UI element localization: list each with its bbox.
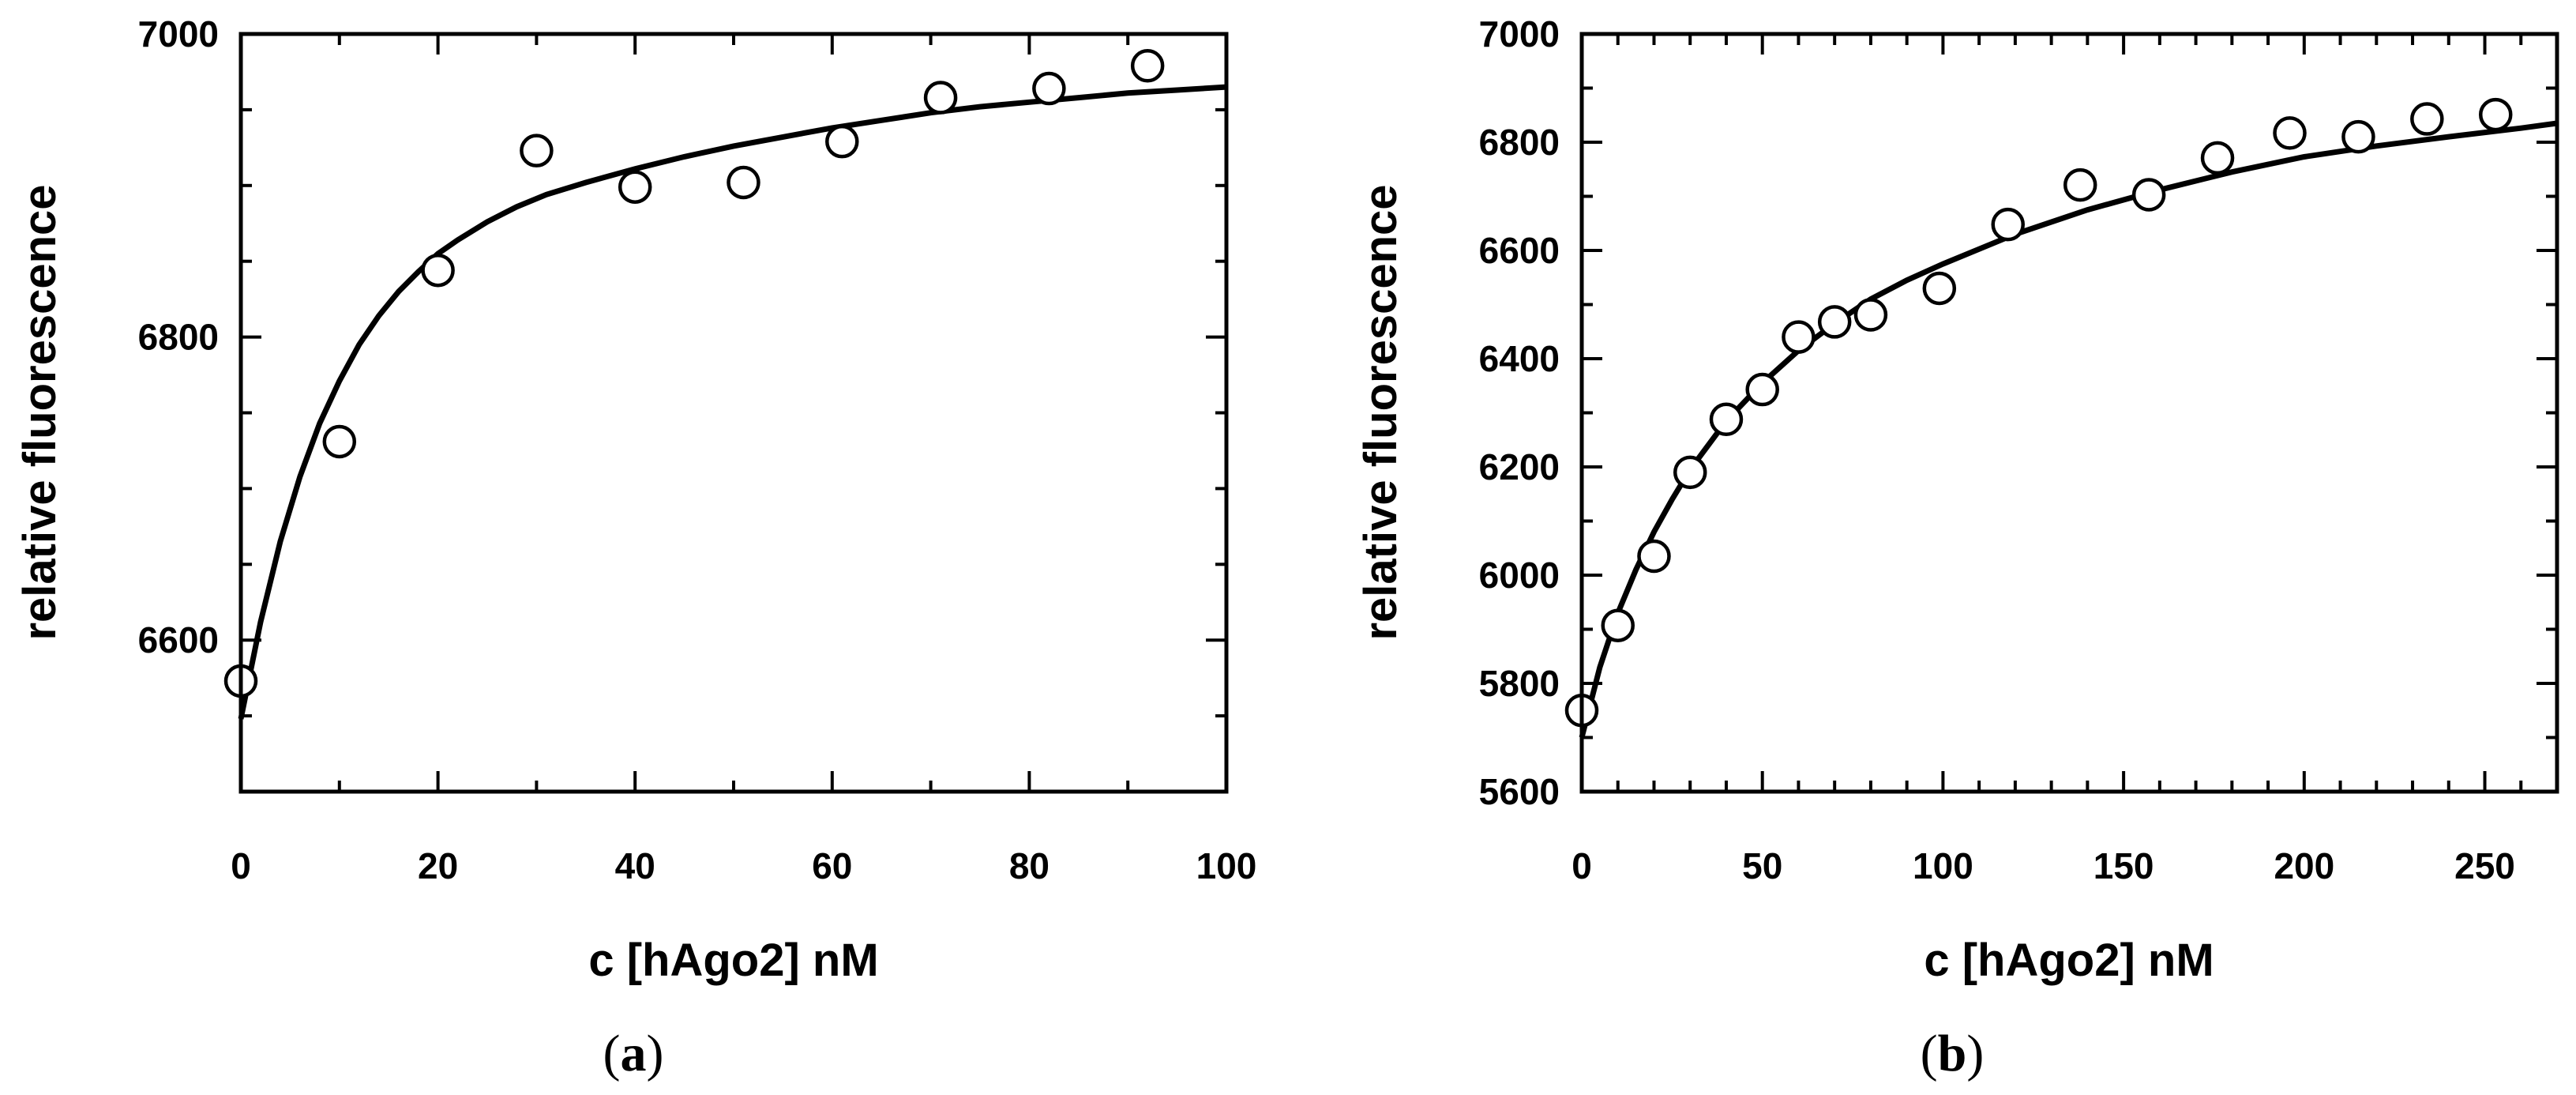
panel-b-data-point [2478, 97, 2513, 132]
panel-b-data-point [2410, 102, 2444, 136]
panel-b-y-tick-label: 5800 [1479, 663, 1560, 704]
panel-b-data-point [1673, 455, 1707, 490]
panel-a-data-point [322, 424, 357, 459]
panel-b-tick-labels: 0 50 100 150 200 250 5600 5800 6000 6200 6400 6600 6… [1479, 13, 2515, 886]
panel-b-x-tick-label: 250 [2454, 845, 2515, 886]
panel-a-data-point [727, 165, 760, 200]
panel-b-data-point [1745, 372, 1779, 407]
panel-b-data-point [1853, 298, 1888, 332]
panel-a-fit [238, 84, 1227, 720]
panel-b-caption-letter: b [1938, 1025, 1967, 1082]
panel-a-x-axis-label: c [hAgo2] nM [588, 935, 878, 986]
panel-b-data-point [1709, 402, 1744, 436]
panel-a-data-point [421, 253, 455, 288]
panel-a-y-tick-label: 6600 [138, 619, 219, 660]
panel-b-data-point [2273, 116, 2307, 150]
panel-b-caption: (b) [1921, 1025, 1985, 1082]
panel-a-x-tick-label: 0 [231, 845, 251, 886]
panel-a-y-tick-label: 7000 [138, 13, 219, 55]
panel-b-data-point [1922, 271, 1957, 306]
panel-a-frame [238, 32, 1229, 794]
panel-a: 0 20 40 60 80 100 6600 6800 7000 c [hAgo2] nM re… [14, 13, 1256, 1082]
panel-b-data-point [1601, 608, 1635, 642]
panel-b-x-tick-label: 200 [2274, 845, 2334, 886]
panel-a-data-point [1032, 71, 1066, 106]
panel-b-data-point [2063, 167, 2097, 202]
panel-a-data-point [923, 81, 958, 115]
panel-b-data-point [1637, 539, 1671, 574]
panel-a-caption: (a) [603, 1025, 664, 1082]
panel-a-data-point [1130, 49, 1165, 83]
panel-a-y-tick-label: 6800 [138, 317, 219, 358]
panel-b-data-point [2131, 178, 2166, 212]
panel-b-x-axis-label: c [hAgo2] nM [1924, 935, 2214, 986]
panel-b-x-tick-label: 150 [2093, 845, 2154, 886]
panel-b-x-tick-label: 50 [1742, 845, 1782, 886]
panel-a-y-axis-label: relative fluorescence [14, 184, 66, 640]
panel-b-y-tick-label: 5600 [1479, 771, 1560, 812]
panel-a-caption-letter: a [621, 1025, 647, 1082]
panel-a-data-point [825, 124, 859, 159]
panel-a-x-tick-label: 100 [1196, 845, 1257, 886]
panel-b-y-tick-label: 6200 [1479, 446, 1560, 487]
panel-b: 0 50 100 150 200 250 5600 5800 6000 6200 6400 6600 6… [1355, 13, 2559, 1082]
panel-a-data-point [618, 170, 652, 204]
panel-b-data-point [2200, 141, 2235, 175]
panel-b-y-tick-label: 6400 [1479, 338, 1560, 379]
panel-b-data-point [2341, 119, 2375, 154]
panel-b-data-point [1991, 207, 2025, 242]
panel-a-x-tick-label: 80 [1009, 845, 1050, 886]
panel-b-y-tick-label: 6000 [1479, 555, 1560, 596]
panel-b-data-point [1782, 320, 1816, 354]
panel-a-x-tick-label: 20 [418, 845, 458, 886]
panel-b-points [1564, 97, 2513, 728]
panel-b-frame [1579, 32, 2559, 794]
panel-b-x-tick-label: 100 [1913, 845, 1973, 886]
panel-b-y-axis-label: relative fluorescence [1355, 184, 1406, 640]
panel-a-tick-labels: 0 20 40 60 80 100 6600 6800 7000 [138, 13, 1257, 886]
panel-b-y-tick-label: 7000 [1479, 13, 1560, 55]
panel-a-x-tick-label: 60 [812, 845, 852, 886]
panel-b-x-tick-label: 0 [1572, 845, 1592, 886]
panel-b-data-point [1817, 305, 1852, 339]
panel-a-x-tick-label: 40 [615, 845, 655, 886]
panel-b-y-tick-label: 6800 [1479, 122, 1560, 163]
panel-a-fit-curve [238, 84, 1227, 720]
panel-a-data-point [520, 134, 554, 167]
panel-b-y-tick-label: 6600 [1479, 230, 1560, 271]
panel-a-points [223, 49, 1165, 698]
